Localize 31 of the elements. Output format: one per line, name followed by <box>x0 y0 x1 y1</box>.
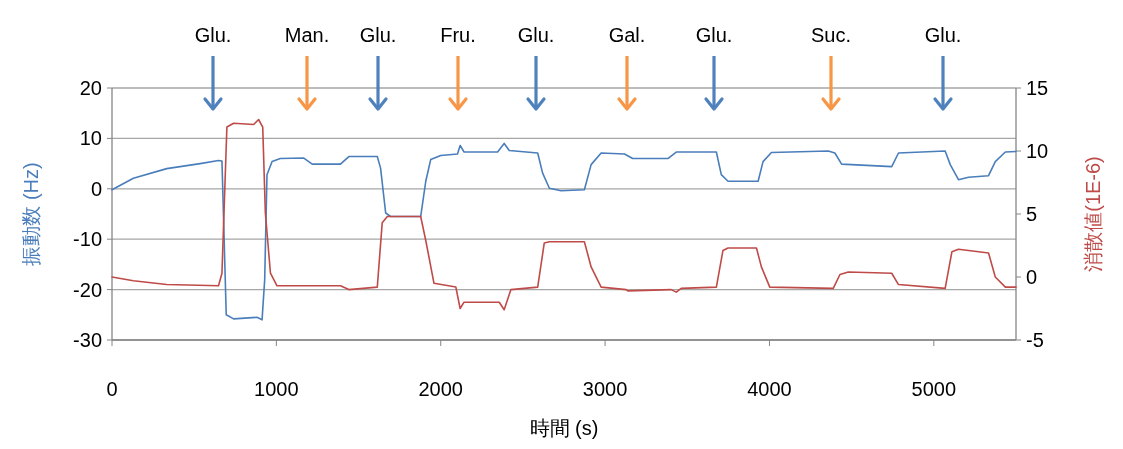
y-tick-label: 0 <box>90 177 102 200</box>
y2-tick-label: 5 <box>1026 203 1038 225</box>
x-tick-label: 1000 <box>254 378 299 400</box>
y2-tick-label: 0 <box>1026 266 1038 288</box>
x-tick-label: 2000 <box>418 378 463 400</box>
text: Glu. <box>194 24 232 46</box>
x-tick-label: 4000 <box>747 378 792 400</box>
text: Glu. <box>695 24 733 46</box>
text: Glu. <box>517 24 555 46</box>
y2-tick-label: 10 <box>1026 140 1049 162</box>
x-axis-title: 時間 (s) <box>529 417 599 439</box>
y2-tick-label: 15 <box>1026 77 1049 99</box>
y-axis-title: 振動数 (Hz) <box>20 162 42 266</box>
y-tick-label: -20 <box>73 278 102 301</box>
text: Fru. <box>440 24 476 46</box>
x-tick-label: 0 <box>106 378 118 400</box>
y-tick-label: 20 <box>79 77 102 99</box>
y2-axis-title: 消散値(1E-6) <box>1082 156 1104 272</box>
text: Man. <box>284 24 330 46</box>
y2-tick-label: -5 <box>1026 329 1044 351</box>
line-series <box>111 118 1017 311</box>
y-tick-label: 10 <box>79 127 102 150</box>
line-series <box>111 142 1017 321</box>
text: Suc. <box>810 24 852 46</box>
text: Glu. <box>924 24 962 46</box>
y-tick-label: -10 <box>73 228 102 251</box>
y-tick-label: -30 <box>73 329 102 351</box>
text: Glu. <box>359 24 397 46</box>
x-tick-label: 3000 <box>582 378 628 400</box>
x-tick-label: 5000 <box>911 378 957 400</box>
text: Gal. <box>608 24 646 46</box>
